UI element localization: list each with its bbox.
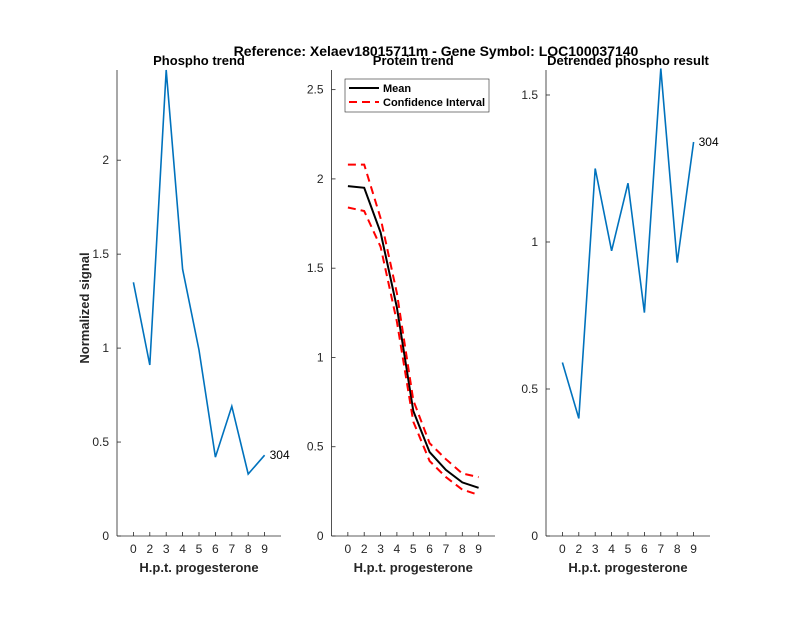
x-axis-label: H.p.t. progesterone	[354, 560, 473, 575]
legend-box	[344, 78, 490, 113]
x-tick-label: 7	[657, 542, 664, 556]
x-tick-label: 2	[361, 542, 368, 556]
y-tick-label: 0	[317, 529, 324, 543]
series-line-mean	[347, 185, 479, 489]
y-tick-label: 1.5	[521, 88, 538, 102]
y-tick-label: 2	[317, 172, 324, 186]
x-tick-label: 6	[212, 542, 219, 556]
x-tick-label: 8	[674, 542, 681, 556]
y-tick-label: 0.5	[521, 382, 538, 396]
y-tick-label: 0	[531, 529, 538, 543]
x-tick-label: 9	[690, 542, 697, 556]
panel-title: Protein trend	[373, 53, 454, 68]
x-tick-label: 3	[592, 542, 599, 556]
x-tick-label: 6	[641, 542, 648, 556]
panel-title: Phospho trend	[153, 53, 245, 68]
x-tick-label: 7	[228, 542, 235, 556]
legend-label: Confidence Interval	[383, 97, 485, 109]
x-tick-label: 4	[608, 542, 615, 556]
x-tick-label: 0	[559, 542, 566, 556]
x-tick-label: 6	[426, 542, 433, 556]
y-tick-label: 0.5	[307, 440, 324, 454]
y-axis-label: Normalized signal	[77, 252, 92, 363]
x-tick-label: 8	[459, 542, 466, 556]
x-tick-label: 4	[179, 542, 186, 556]
series-line-detrended	[561, 68, 695, 419]
x-tick-label: 9	[261, 542, 268, 556]
y-tick-label: 0	[102, 529, 109, 543]
series-line-confidence-interval-upper	[347, 163, 479, 479]
series-line-phospho	[132, 69, 266, 476]
x-tick-label: 9	[475, 542, 482, 556]
y-tick-label: 2	[102, 153, 109, 167]
end-label: 304	[699, 135, 719, 149]
x-tick-label: 8	[245, 542, 252, 556]
x-axis-label: H.p.t. progesterone	[139, 560, 258, 575]
x-tick-label: 0	[130, 542, 137, 556]
x-tick-label: 2	[146, 542, 153, 556]
y-tick-label: 1.5	[307, 261, 324, 275]
y-tick-label: 2.5	[307, 83, 324, 97]
y-tick-label: 1	[317, 350, 324, 364]
legend-label: Mean	[383, 83, 411, 95]
x-tick-label: 0	[345, 542, 352, 556]
x-tick-label: 4	[394, 542, 401, 556]
x-tick-label: 5	[410, 542, 417, 556]
end-label: 304	[270, 448, 290, 462]
x-axis-label: H.p.t. progesterone	[568, 560, 687, 575]
x-tick-label: 2	[575, 542, 582, 556]
y-tick-label: 1.5	[92, 247, 109, 261]
y-tick-label: 1	[102, 341, 109, 355]
series-line-confidence-interval-lower	[347, 206, 479, 496]
legend: Mean Confidence Interval	[344, 78, 490, 113]
panel-title: Detrended phospho result	[547, 53, 709, 68]
x-tick-label: 5	[625, 542, 632, 556]
x-tick-label: 5	[196, 542, 203, 556]
y-tick-label: 1	[531, 235, 538, 249]
y-tick-label: 0.5	[92, 435, 109, 449]
x-tick-label: 3	[377, 542, 384, 556]
figure-title: Reference: Xelaev18015711m - Gene Symbol…	[234, 43, 639, 59]
x-tick-label: 7	[443, 542, 450, 556]
x-tick-label: 3	[163, 542, 170, 556]
